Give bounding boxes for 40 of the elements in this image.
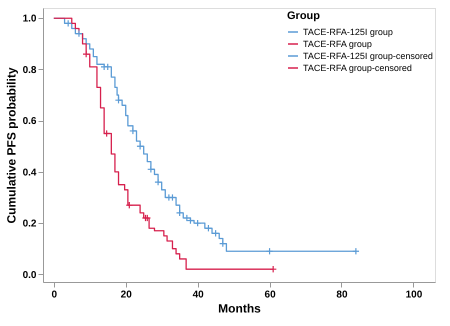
point xyxy=(129,127,137,135)
point xyxy=(186,216,194,224)
x-tick-label: 40 xyxy=(192,290,204,300)
point xyxy=(142,214,150,222)
x-tick-label: 80 xyxy=(336,290,348,300)
point xyxy=(154,178,162,186)
x-tick-label: 20 xyxy=(120,290,132,300)
point xyxy=(114,96,122,104)
point xyxy=(219,240,227,248)
point xyxy=(204,224,212,232)
point xyxy=(147,166,155,174)
point xyxy=(64,20,72,28)
x-tick-label: 60 xyxy=(264,290,276,300)
y-tick-label: 0.8 xyxy=(22,64,37,76)
point xyxy=(212,230,220,238)
legend-label: TACE-RFA-125I group-censored xyxy=(303,51,433,61)
y-tick-label: 0.0 xyxy=(22,270,37,281)
legend-label: TACE-RFA-125I group xyxy=(303,27,393,37)
legend-label: TACE-RFA group-censored xyxy=(303,63,412,73)
x-tick-label: 100 xyxy=(406,290,423,300)
point xyxy=(183,214,191,222)
x-axis-title: Months xyxy=(218,302,262,316)
point xyxy=(136,142,144,150)
point xyxy=(194,219,202,227)
point xyxy=(176,209,184,217)
y-tick-label: 1.0 xyxy=(22,14,37,25)
y-tick-label: 0.6 xyxy=(22,116,37,128)
point xyxy=(168,194,176,202)
y-tick-label: 0.2 xyxy=(22,218,37,230)
x-tick-label: 0 xyxy=(52,290,58,300)
legend-title: Group xyxy=(287,10,320,22)
point xyxy=(75,30,83,38)
point xyxy=(102,130,110,138)
point xyxy=(266,248,274,256)
point xyxy=(144,214,152,222)
y-axis-title: Cumulative PFS probability xyxy=(4,67,19,224)
point xyxy=(82,50,90,58)
point xyxy=(126,201,134,209)
legend-label: TACE-RFA group xyxy=(303,39,372,49)
y-tick-label: 0.4 xyxy=(22,167,37,178)
